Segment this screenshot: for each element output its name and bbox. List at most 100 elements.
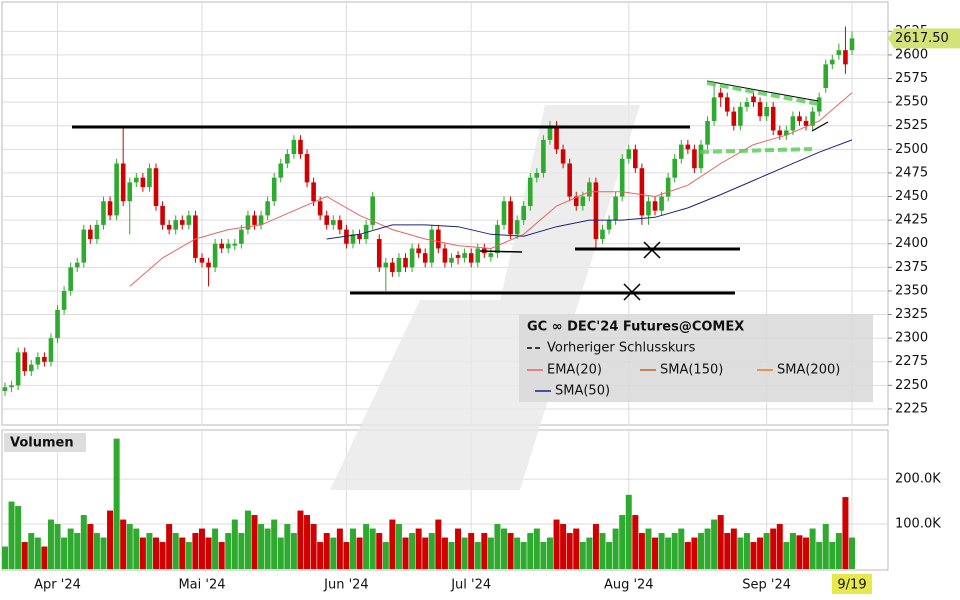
candle-body bbox=[541, 139, 546, 173]
candle-body bbox=[849, 38, 855, 51]
indicator-line bbox=[326, 139, 853, 240]
volume-bar bbox=[481, 533, 488, 569]
volume-bar bbox=[573, 528, 580, 569]
candle-body bbox=[468, 253, 474, 263]
candle-body bbox=[22, 352, 27, 372]
candle-body bbox=[271, 177, 277, 202]
candle-body bbox=[416, 248, 421, 254]
candle-body bbox=[633, 149, 638, 169]
candle-body bbox=[816, 97, 822, 112]
label-layer: 2225 2250 2275 2300 2325 2350 2375 2400 2425 2450… bbox=[34, 24, 960, 594]
volume-bar bbox=[172, 533, 179, 569]
candle-body bbox=[600, 229, 605, 240]
volume-bar bbox=[192, 533, 199, 569]
candle-body bbox=[330, 220, 336, 225]
volume-bar bbox=[61, 537, 68, 569]
volume-bar bbox=[448, 542, 455, 569]
candle-body bbox=[127, 182, 133, 202]
volume-bar bbox=[599, 533, 606, 569]
volume-bar bbox=[737, 537, 744, 569]
volume-bar bbox=[133, 528, 140, 569]
cross-marker bbox=[623, 241, 661, 301]
candle-body bbox=[357, 234, 362, 240]
candle-body bbox=[42, 357, 47, 362]
candle-body bbox=[370, 196, 375, 225]
volume-bar bbox=[487, 537, 494, 569]
volume-bar bbox=[402, 537, 409, 569]
candle-body bbox=[527, 177, 533, 206]
y-tick-label: 2575 bbox=[895, 71, 928, 86]
volume-bar bbox=[80, 515, 87, 569]
volume-bar bbox=[415, 528, 422, 569]
volume-bar bbox=[343, 542, 350, 569]
candle-body bbox=[554, 125, 559, 150]
candle-body bbox=[337, 220, 343, 230]
candle-body bbox=[409, 248, 415, 268]
volume-bar bbox=[494, 524, 501, 569]
candle-body bbox=[685, 144, 691, 150]
volume-bar bbox=[47, 519, 54, 569]
legend-title: GC ∞ DEC'24 Futures@COMEX bbox=[527, 320, 744, 335]
volume-bar bbox=[146, 533, 153, 569]
candle-body bbox=[396, 257, 402, 273]
volume-bar bbox=[717, 515, 724, 569]
candle-body bbox=[731, 111, 737, 126]
volume-bar bbox=[592, 524, 599, 569]
volume-bar bbox=[665, 537, 672, 569]
y-tick-label: 2550 bbox=[895, 95, 928, 110]
y-tick-label: 2225 bbox=[895, 401, 928, 416]
candle-body bbox=[567, 163, 572, 197]
volume-bar bbox=[218, 542, 225, 569]
volume-bar bbox=[816, 542, 823, 569]
y-tick-label: 100.0K bbox=[895, 517, 941, 532]
volume-bar bbox=[422, 537, 429, 569]
volume-bar bbox=[757, 537, 764, 569]
candle-body bbox=[436, 229, 441, 249]
volume-bar bbox=[382, 542, 389, 569]
watermark bbox=[330, 105, 640, 490]
candle-body bbox=[81, 229, 87, 263]
candle-body bbox=[9, 385, 14, 388]
candle-body bbox=[88, 229, 93, 240]
volume-bar bbox=[225, 533, 232, 569]
volume-bar bbox=[389, 519, 396, 569]
candle-body bbox=[613, 196, 618, 221]
candle-body bbox=[166, 224, 172, 230]
volume-bar bbox=[619, 515, 626, 569]
volume-bar bbox=[796, 535, 803, 569]
candle-body bbox=[705, 121, 710, 145]
candle-body bbox=[390, 262, 395, 273]
volume-bar bbox=[264, 528, 271, 569]
candle-body bbox=[547, 125, 553, 140]
candle-body bbox=[784, 130, 789, 136]
volume-bar bbox=[8, 501, 15, 569]
candle-body bbox=[199, 257, 205, 263]
candle-body bbox=[646, 201, 651, 216]
indicator-line bbox=[129, 92, 853, 287]
candle-body bbox=[304, 154, 310, 183]
y-tick-label: 2375 bbox=[895, 260, 928, 275]
volume-bar bbox=[455, 528, 462, 569]
volume-bar bbox=[395, 524, 402, 569]
candle-body bbox=[35, 357, 41, 365]
volume-bar bbox=[822, 524, 829, 569]
candle-body bbox=[757, 102, 763, 117]
candle-body bbox=[278, 163, 284, 178]
volume-bar bbox=[632, 515, 639, 569]
candle-body bbox=[265, 201, 270, 216]
candle-body bbox=[495, 224, 500, 254]
y-tick-label: 2475 bbox=[895, 165, 928, 180]
volume-bar bbox=[724, 533, 731, 569]
volume-bar bbox=[514, 537, 521, 569]
candle-body bbox=[488, 253, 494, 257]
candle-body bbox=[803, 121, 809, 126]
candle-body bbox=[403, 257, 408, 268]
candle-body bbox=[836, 50, 842, 55]
candle-body bbox=[317, 201, 323, 216]
volume-bar bbox=[369, 528, 376, 569]
candle-body bbox=[652, 201, 658, 211]
volume-bar bbox=[21, 542, 28, 569]
volume-bar bbox=[849, 537, 855, 569]
candle-body bbox=[521, 205, 527, 221]
